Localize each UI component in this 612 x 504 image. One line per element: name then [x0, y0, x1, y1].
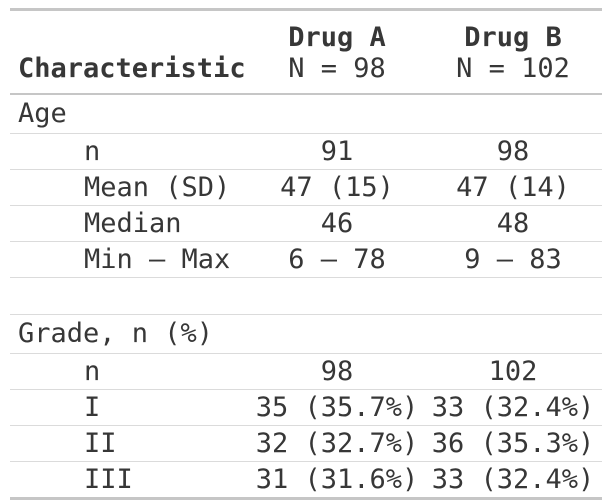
drug-b-n: N = 102 [456, 53, 570, 84]
value-cell-drug-b: 47 (14) [424, 169, 602, 206]
value-cell-drug-b: 98 [424, 133, 602, 170]
table-row: n 91 98 [10, 133, 602, 170]
value-cell-drug-b: 33 (32.4%) [424, 389, 602, 426]
table-body: Age n 91 98 Mean (SD) 47 (15) 47 (14) Me… [10, 94, 602, 499]
value-cell-drug-a: 91 [250, 133, 424, 170]
value-cell-drug-a: 6 – 78 [250, 241, 424, 278]
value-cell-drug-a: 35 (35.7%) [250, 389, 424, 426]
section-row-age: Age [10, 94, 602, 134]
header-row: Characteristic Drug A N = 98 Drug B N = … [10, 9, 602, 95]
column-header-drug-a: Drug A N = 98 [250, 9, 424, 95]
column-header-drug-b: Drug B N = 102 [424, 9, 602, 95]
value-cell-drug-a: 32 (32.7%) [250, 425, 424, 462]
value-cell-drug-a: 46 [250, 205, 424, 242]
row-label: Mean (SD) [10, 169, 250, 206]
row-label: n [10, 133, 250, 170]
table-row: I 35 (35.7%) 33 (32.4%) [10, 389, 602, 426]
row-label: n [10, 353, 250, 390]
drug-a-n: N = 98 [288, 53, 386, 84]
value-cell-drug-b: 48 [424, 205, 602, 242]
value-cell-drug-b: 102 [424, 353, 602, 390]
section-label: Grade, n (%) [10, 314, 602, 354]
row-label: III [84, 464, 133, 495]
drug-a-name: Drug A [288, 22, 386, 53]
drug-b-name: Drug B [464, 22, 562, 53]
value-cell-drug-b: 9 – 83 [424, 241, 602, 278]
table-row: II 32 (32.7%) 36 (35.3%) [10, 425, 602, 462]
summary-table: Characteristic Drug A N = 98 Drug B N = … [10, 8, 602, 500]
table-row: Mean (SD) 47 (15) 47 (14) [10, 169, 602, 206]
row-label: Min – Max [10, 241, 250, 278]
row-label: I [10, 389, 250, 426]
value-cell-drug-a: 31 (31.6%) [255, 464, 419, 495]
row-label: II [10, 425, 250, 462]
table-header: Characteristic Drug A N = 98 Drug B N = … [10, 9, 602, 95]
value-cell-drug-b: 36 (35.3%) [424, 425, 602, 462]
section-row-grade: Grade, n (%) [10, 314, 602, 354]
column-header-characteristic: Characteristic [10, 9, 250, 95]
value-cell-drug-b: 33 (32.4%) [431, 464, 595, 495]
table-row: III 31 (31.6%) 33 (32.4%) [10, 462, 602, 499]
value-cell-drug-a: 47 (15) [250, 169, 424, 206]
row-label: Median [10, 205, 250, 242]
section-label: Age [10, 94, 602, 134]
characteristic-label: Characteristic [18, 53, 246, 84]
table-row: n 98 102 [10, 353, 602, 390]
table-row: Min – Max 6 – 78 9 – 83 [10, 241, 602, 278]
table-row: Median 46 48 [10, 205, 602, 242]
spacer-cell [10, 277, 602, 315]
spacer-row [10, 277, 602, 315]
value-cell-drug-a: 98 [250, 353, 424, 390]
